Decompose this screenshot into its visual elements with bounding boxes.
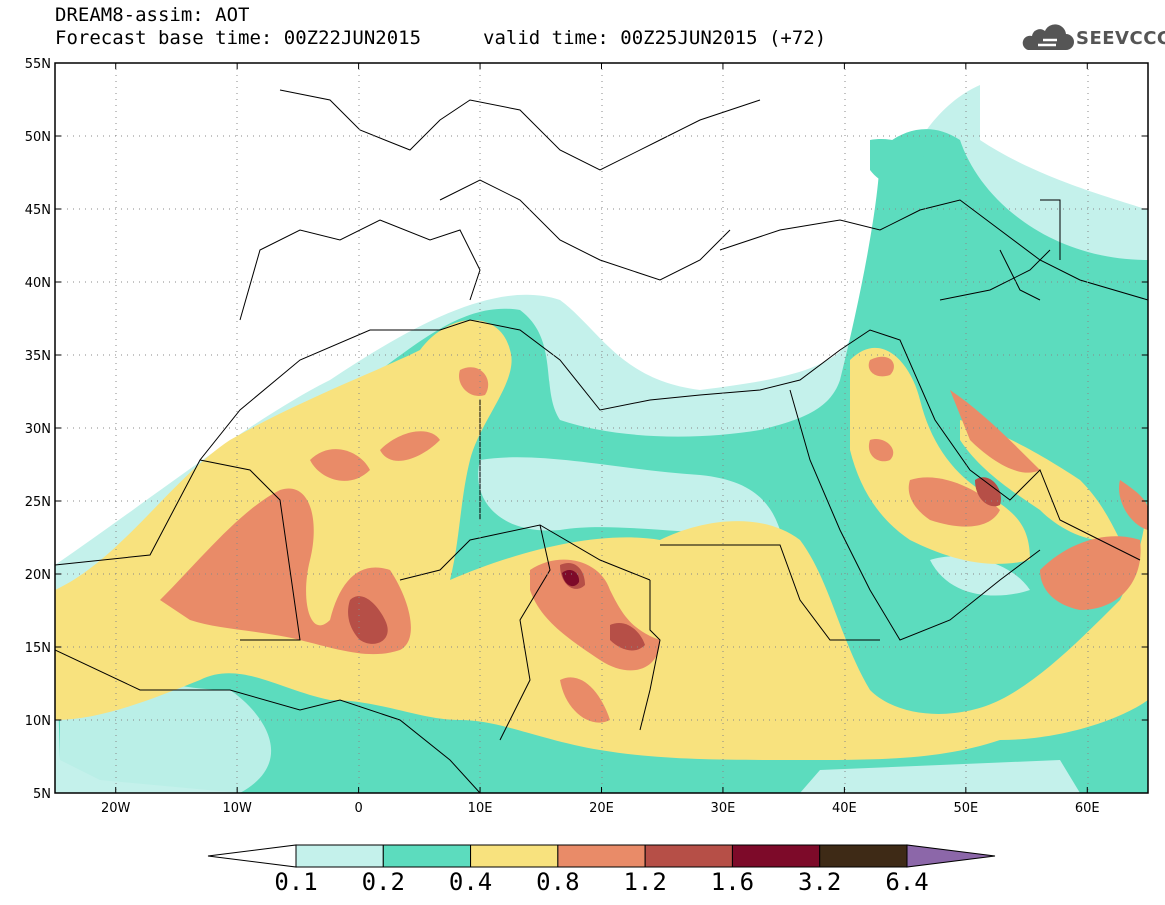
colorbar-label: 0.1 [274, 868, 318, 896]
lat-tick-label: 45N [25, 203, 51, 218]
colorbar [207, 844, 996, 868]
lon-axis: 20W 10W 0 10E 20E 30E 40E 50E 60E [101, 63, 1100, 816]
chart-title: DREAM8-assim: AOT [55, 4, 250, 26]
colorbar-label: 0.4 [448, 868, 493, 896]
colorbar-label: 1.6 [710, 868, 755, 896]
lon-tick-label: 0 [354, 801, 362, 816]
colorbar-box [295, 844, 384, 868]
lon-tick-label: 30E [711, 801, 736, 816]
lat-tick-label: 5N [33, 787, 51, 802]
colorbar-label: 1.2 [623, 868, 667, 896]
lat-axis: 5N 10N 15N 20N 25N 30N 35N 40N 45N 50N 55N [25, 57, 1148, 802]
seevccc-logo: SEEVCCC [1018, 24, 1165, 54]
lon-tick-label: 40E [832, 801, 857, 816]
colorbar-upper-arrow [906, 844, 996, 868]
lat-tick-label: 55N [25, 57, 51, 72]
lat-tick-label: 15N [25, 641, 51, 656]
lat-tick-label: 35N [25, 349, 51, 364]
lon-tick-label: 10E [468, 801, 493, 816]
map-grid [55, 63, 1148, 793]
colorbar-box [819, 844, 908, 868]
colorbar-label: 0.2 [361, 868, 405, 896]
colorbar-box [644, 844, 733, 868]
logo-text: SEEVCCC [1076, 28, 1165, 49]
lat-tick-label: 10N [25, 714, 51, 729]
colorbar-box [557, 844, 646, 868]
colorbar-label: 3.2 [798, 868, 842, 896]
colorbar-lower-arrow [207, 844, 297, 868]
lon-tick-label: 20E [589, 801, 614, 816]
lon-tick-label: 60E [1075, 801, 1100, 816]
lat-tick-label: 40N [25, 276, 51, 291]
valid-time: valid time: 00Z25JUN2015 (+72) [483, 27, 827, 49]
lon-tick-label: 20W [101, 801, 131, 816]
lat-tick-label: 30N [25, 422, 51, 437]
lat-tick-label: 50N [25, 130, 51, 145]
lon-tick-label: 10W [222, 801, 252, 816]
colorbar-box [382, 844, 472, 868]
colorbar-box [731, 844, 821, 868]
colorbar-label: 6.4 [885, 868, 929, 896]
cloud-logo-icon [1022, 24, 1074, 50]
forecast-base-time: Forecast base time: 00Z22JUN2015 [55, 27, 422, 49]
aot-field [55, 63, 1148, 793]
lat-tick-label: 25N [25, 495, 51, 510]
colorbar-box [470, 844, 559, 868]
lon-tick-label: 50E [953, 801, 978, 816]
lat-tick-label: 20N [25, 568, 51, 583]
colorbar-label: 0.8 [536, 868, 580, 896]
